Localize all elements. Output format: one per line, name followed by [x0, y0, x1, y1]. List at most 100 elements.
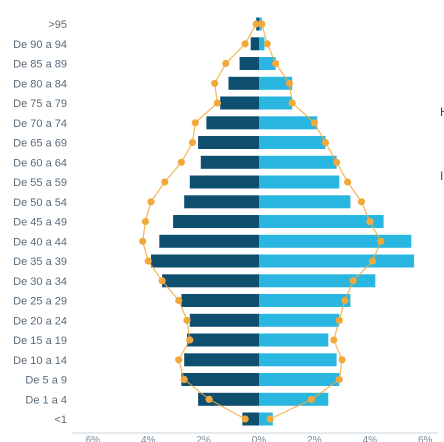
outline-marker-right-8 — [369, 257, 377, 265]
x-tick-label-6: 6% — [418, 435, 433, 442]
outline-marker-right-6 — [341, 296, 349, 305]
outline-marker-right-4 — [330, 336, 338, 344]
y-tick-label-15: De 70 a 74 — [13, 118, 67, 130]
outline-marker-left-4 — [186, 336, 194, 344]
outline-marker-left-13 — [177, 158, 185, 166]
bar-right-15 — [259, 116, 318, 130]
x-tick-label-2: 2% — [196, 435, 211, 442]
outline-marker-right-0 — [266, 415, 274, 423]
y-tick-label-19: De 90 a 94 — [13, 39, 67, 51]
outline-marker-right-11 — [357, 198, 366, 206]
outline-marker-left-10 — [141, 217, 149, 226]
bar-right-6 — [259, 294, 351, 307]
bar-right-18 — [259, 57, 276, 70]
bar-left-14 — [198, 136, 259, 149]
outline-marker-left-15 — [191, 119, 199, 127]
side-mark-i: I — [440, 169, 443, 183]
x-tick-label-3: 0% — [252, 435, 267, 442]
outline-marker-left-0 — [241, 415, 249, 423]
outline-marker-right-18 — [272, 59, 280, 68]
bar-left-9 — [159, 234, 259, 248]
y-tick-label-12: De 55 a 59 — [13, 177, 67, 189]
outline-marker-left-8 — [144, 257, 152, 265]
y-tick-label-18: De 85 a 89 — [13, 59, 67, 71]
side-mark-h: H — [440, 105, 444, 119]
bar-left-10 — [173, 215, 259, 228]
bar-left-18 — [239, 57, 259, 70]
y-axis-labels: <1 De 1 a 4 De 5 a 9 De 10 a 14 De 15 a 19 De… — [13, 19, 67, 426]
x-tick-label-0: 6% — [86, 435, 101, 442]
outline-marker-right-19 — [263, 40, 271, 48]
outline-marker-right-9 — [377, 237, 385, 245]
outline-marker-right-2 — [335, 375, 343, 384]
outline-marker-right-17 — [285, 79, 294, 87]
bar-right-14 — [259, 136, 326, 149]
right-bars-group — [259, 17, 415, 426]
bar-right-16 — [259, 96, 293, 110]
bar-right-13 — [259, 155, 337, 169]
x-axis-labels: 6% 4% 2% 0% 2% 4% 6% — [86, 435, 433, 442]
bar-left-15 — [206, 116, 259, 130]
outline-marker-left-12 — [161, 178, 169, 186]
bar-right-2 — [259, 373, 340, 386]
x-tick-label-4: 2% — [307, 435, 322, 442]
outline-marker-right-12 — [344, 178, 352, 186]
outline-marker-right-5 — [335, 316, 343, 324]
outline-marker-right-3 — [338, 356, 346, 364]
bar-left-11 — [184, 195, 259, 209]
outline-marker-left-18 — [222, 59, 230, 68]
y-tick-label-3: De 10 a 14 — [13, 355, 67, 367]
bar-right-10 — [259, 215, 384, 228]
x-tick-label-1: 4% — [141, 435, 156, 442]
y-tick-label-16: De 75 a 79 — [13, 98, 67, 110]
bar-right-12 — [259, 175, 340, 189]
y-tick-label-1: De 1 a 4 — [25, 394, 67, 406]
bar-right-5 — [259, 313, 340, 327]
bar-left-4 — [187, 333, 259, 347]
bar-left-3 — [184, 353, 259, 367]
outline-marker-right-16 — [288, 99, 296, 107]
y-tick-label-2: De 5 a 9 — [25, 375, 67, 387]
y-tick-label-13: De 60 a 64 — [13, 157, 67, 169]
y-tick-label-8: De 35 a 39 — [13, 256, 67, 268]
bar-right-8 — [259, 254, 415, 268]
bar-left-17 — [228, 76, 259, 90]
y-tick-label-20: >95 — [48, 19, 67, 31]
outline-marker-right-14 — [321, 138, 330, 147]
outline-marker-left-19 — [241, 40, 249, 48]
y-tick-label-10: De 45 a 49 — [13, 217, 67, 229]
bar-right-9 — [259, 234, 412, 248]
bar-right-4 — [259, 333, 329, 347]
outline-marker-right-15 — [310, 119, 318, 127]
outline-marker-left-6 — [175, 296, 183, 305]
outline-marker-right-1 — [308, 395, 316, 403]
bar-left-19 — [250, 37, 259, 51]
y-tick-label-9: De 40 a 44 — [13, 236, 67, 248]
outline-marker-left-14 — [188, 138, 197, 147]
bar-right-17 — [259, 76, 293, 90]
y-tick-label-0: <1 — [54, 414, 67, 426]
bar-left-13 — [200, 155, 259, 169]
y-tick-label-14: De 65 a 69 — [13, 138, 67, 150]
y-tick-label-11: De 50 a 54 — [13, 197, 67, 209]
bar-left-16 — [220, 96, 259, 110]
bar-left-12 — [189, 175, 260, 189]
outline-marker-left-9 — [139, 237, 147, 245]
left-bars-group — [151, 17, 260, 426]
bar-right-7 — [259, 274, 376, 288]
y-tick-label-5: De 20 a 24 — [13, 315, 67, 327]
bar-left-1 — [198, 392, 259, 406]
y-tick-label-7: De 30 a 34 — [13, 276, 67, 288]
bar-left-7 — [162, 274, 260, 288]
outline-marker-left-1 — [205, 395, 213, 403]
x-tick-label-5: 4% — [363, 435, 378, 442]
comparison-lines-group — [139, 20, 385, 423]
y-tick-label-17: De 80 a 84 — [13, 78, 67, 90]
outline-marker-right-20 — [258, 20, 266, 28]
outline-marker-left-3 — [175, 356, 183, 364]
bar-right-11 — [259, 195, 351, 209]
bar-left-6 — [181, 294, 259, 307]
bar-left-2 — [181, 373, 259, 386]
outline-marker-left-17 — [211, 79, 219, 87]
